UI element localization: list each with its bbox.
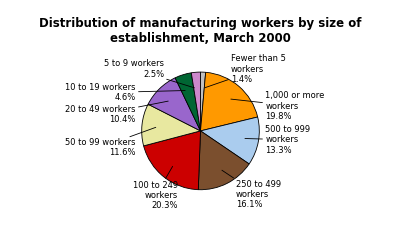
- Text: 500 to 999
workers
13.3%: 500 to 999 workers 13.3%: [245, 125, 310, 155]
- Text: 1,000 or more
workers
19.8%: 1,000 or more workers 19.8%: [231, 91, 324, 121]
- Wedge shape: [198, 131, 249, 190]
- Text: 5 to 9 workers
2.5%: 5 to 9 workers 2.5%: [104, 60, 194, 88]
- Wedge shape: [200, 117, 259, 164]
- Wedge shape: [142, 104, 200, 146]
- Wedge shape: [200, 72, 258, 131]
- Wedge shape: [148, 78, 200, 131]
- Text: 50 to 99 workers
11.6%: 50 to 99 workers 11.6%: [65, 127, 156, 157]
- Text: 250 to 499
workers
16.1%: 250 to 499 workers 16.1%: [222, 170, 281, 209]
- Wedge shape: [200, 72, 206, 131]
- Wedge shape: [175, 73, 200, 131]
- Text: 10 to 19 workers
4.6%: 10 to 19 workers 4.6%: [65, 83, 185, 102]
- Wedge shape: [191, 72, 200, 131]
- Text: Distribution of manufacturing workers by size of
establishment, March 2000: Distribution of manufacturing workers by…: [39, 17, 362, 45]
- Wedge shape: [144, 131, 200, 190]
- Text: 20 to 49 workers
10.4%: 20 to 49 workers 10.4%: [65, 101, 168, 124]
- Text: 100 to 249
workers
20.3%: 100 to 249 workers 20.3%: [133, 166, 178, 210]
- Text: Fewer than 5
workers
1.4%: Fewer than 5 workers 1.4%: [205, 54, 286, 88]
